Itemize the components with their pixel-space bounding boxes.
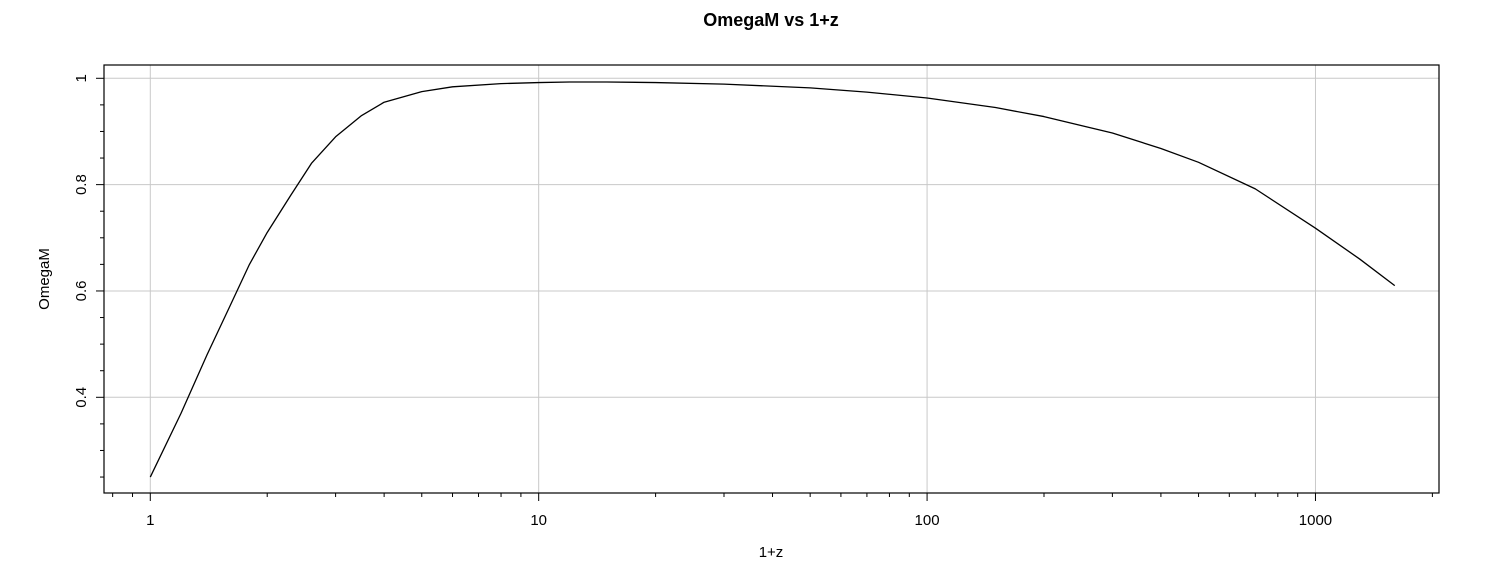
minor-ticks xyxy=(100,104,1433,497)
x-tick-label: 100 xyxy=(915,512,940,529)
y-tick-label: 0.4 xyxy=(73,387,90,408)
y-tick-label: 1 xyxy=(73,74,90,82)
series-line xyxy=(149,81,1396,478)
x-axis-label: 1+z xyxy=(759,544,784,561)
y-axis-label: OmegaM xyxy=(36,248,53,310)
x-tick-label: 10 xyxy=(530,512,547,529)
chart-title: OmegaM vs 1+z xyxy=(703,10,839,30)
y-tick-label: 0.8 xyxy=(73,174,90,195)
y-tick-label: 0.6 xyxy=(73,281,90,302)
x-tick-label: 1000 xyxy=(1299,512,1332,529)
plot-frame xyxy=(103,64,1440,494)
grid xyxy=(104,65,1439,493)
x-tick-label: 1 xyxy=(146,512,154,529)
series-group xyxy=(149,81,1396,478)
x-axis-ticks: 1 10 100 1000 xyxy=(146,493,1332,529)
y-axis-ticks: 0.4 0.6 0.8 1 xyxy=(73,74,104,408)
